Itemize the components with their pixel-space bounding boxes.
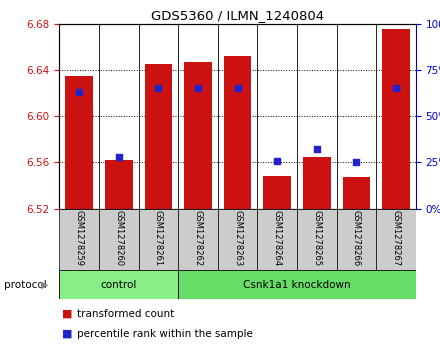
Bar [382,29,410,209]
Text: ▶: ▶ [41,280,48,290]
Bar [144,64,172,209]
Bar [224,56,251,209]
Text: GSM1278260: GSM1278260 [114,210,123,266]
Text: GSM1278259: GSM1278259 [75,210,84,266]
Text: protocol: protocol [4,280,47,290]
Text: percentile rank within the sample: percentile rank within the sample [77,329,253,339]
Bar [59,209,99,270]
Bar [342,178,370,209]
Text: control: control [101,280,137,290]
Bar [337,209,376,270]
Bar [184,62,212,209]
Title: GDS5360 / ILMN_1240804: GDS5360 / ILMN_1240804 [151,9,324,23]
Point [115,154,122,160]
Bar [66,76,93,209]
Bar [376,209,416,270]
Bar [59,270,178,299]
Text: Csnk1a1 knockdown: Csnk1a1 knockdown [243,280,351,290]
Point [392,86,400,91]
Text: GSM1278264: GSM1278264 [273,210,282,266]
Bar [139,209,178,270]
Bar [99,209,139,270]
Text: GSM1278263: GSM1278263 [233,210,242,266]
Point [76,89,83,95]
Bar [178,270,416,299]
Text: GSM1278262: GSM1278262 [194,210,202,266]
Bar [218,209,257,270]
Point [194,86,202,91]
Point [155,86,162,91]
Text: ■: ■ [62,329,72,339]
Bar [257,209,297,270]
Text: GSM1278261: GSM1278261 [154,210,163,266]
Bar [263,176,291,209]
Text: GSM1278267: GSM1278267 [392,210,400,266]
Bar [303,157,331,209]
Point [313,147,320,152]
Point [274,158,281,163]
Bar [297,209,337,270]
Point [234,86,241,91]
Text: ■: ■ [62,309,72,319]
Text: transformed count: transformed count [77,309,174,319]
Text: GSM1278266: GSM1278266 [352,210,361,266]
Text: GSM1278265: GSM1278265 [312,210,321,266]
Bar [105,160,133,209]
Bar [178,209,218,270]
Point [353,160,360,166]
